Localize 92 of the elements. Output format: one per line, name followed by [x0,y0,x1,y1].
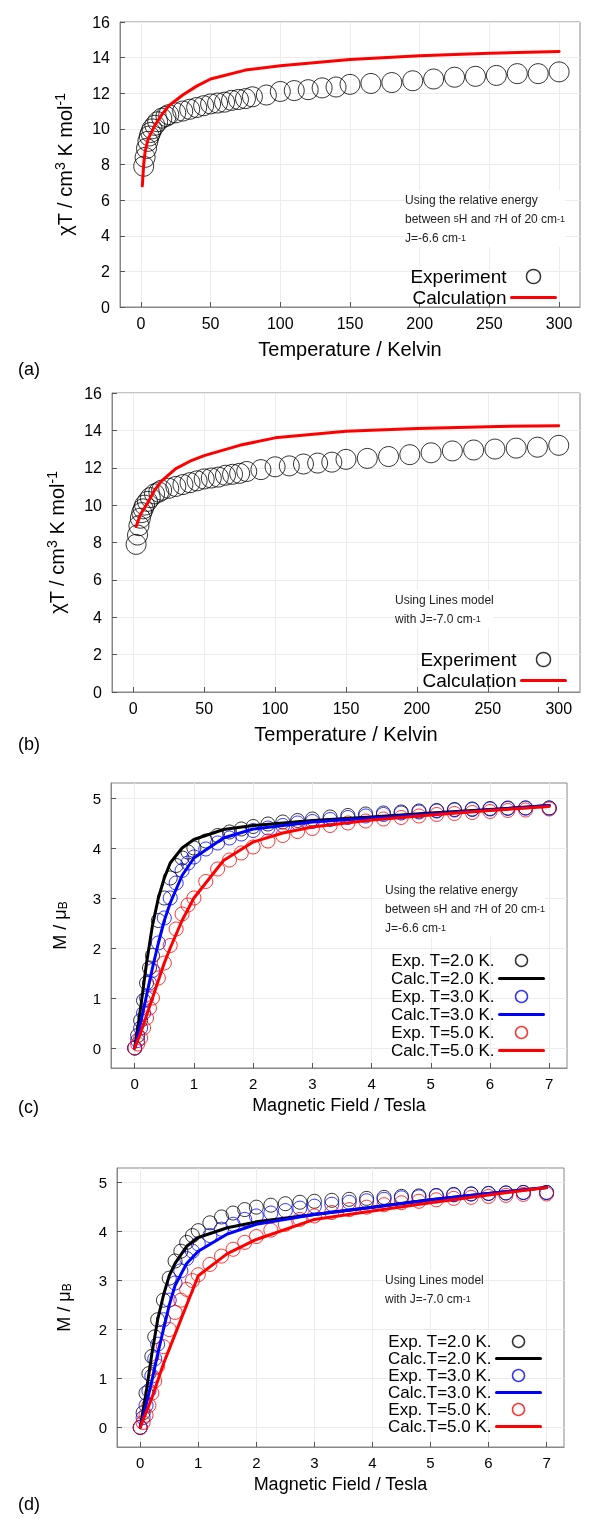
x-tick-label: 250 [474,699,502,717]
legend-label: Exp. T=3.0 K. [391,987,495,1006]
y-tick-label: 16 [92,13,111,31]
y-tick-label: 5 [98,1174,107,1192]
x-tick-label: 3 [308,1075,317,1092]
y-axis-title: χT / cm3 K mol-1 [44,470,68,614]
x-tick-label: 7 [545,1075,554,1092]
legend-label: Calc.T=3.0 K. [391,1005,495,1024]
legend-label: Calc.T=5.0 K. [391,1041,495,1060]
text: (c) [18,1097,39,1117]
x-tick-label: 100 [261,699,289,717]
y-axis-title: M / μB [49,901,70,950]
y-tick-label: 4 [98,1223,107,1241]
legend-label: Calc.T=2.0 K. [388,1349,492,1368]
y-tick-label: 14 [84,421,103,439]
x-axis-title: Magnetic Field / Tesla [252,1095,427,1115]
y-tick-label: 0 [98,1418,107,1436]
y-tick-label: 2 [93,646,103,664]
x-tick-label: 0 [128,699,138,717]
x-tick-label: 5 [426,1075,435,1092]
y-tick-label: 8 [93,534,103,551]
y-tick-label: 4 [101,227,111,245]
y-tick-label: 2 [101,262,111,280]
x-axis-title: Temperature / Kelvin [254,723,438,745]
legend-label: Experiment [410,266,508,287]
y-axis-title: M / μB [53,1283,74,1332]
legend-label: Exp. T=2.0 K. [391,951,495,970]
y-tick-label: 0 [93,683,103,701]
y-tick-label: 1 [98,1369,107,1387]
legend-label: Calculation [422,670,517,691]
annotation: Using Lines model with J=-7.0 cm-1 [394,592,494,626]
y-axis-title: χT / cm3 K mol-1 [52,92,76,236]
y-tick-label: 4 [93,608,103,626]
y-tick-label: 2 [98,1321,107,1339]
x-tick-label: 2 [252,1454,261,1471]
x-tick-label: 6 [484,1454,493,1471]
y-tick-label: 2 [92,939,101,957]
legend-label: Exp. T=3.0 K. [388,1366,492,1385]
x-tick-label: 2 [248,1075,258,1092]
y-tick-label: 0 [101,298,111,316]
legend-label: Calc.T=5.0 K. [388,1417,492,1436]
y-tick-label: 0 [92,1039,101,1057]
x-axis-title: Magnetic Field / Tesla [253,1474,429,1494]
x-tick-label: 5 [426,1454,435,1471]
y-tick-label: 12 [92,84,111,102]
x-tick-label: 7 [542,1454,551,1471]
y-tick-label: 8 [101,156,111,173]
y-tick-label: 10 [84,496,103,514]
y-tick-label: 6 [93,571,103,589]
y-tick-label: 10 [92,120,111,138]
x-tick-label: 200 [406,314,434,332]
y-tick-label: 3 [92,889,101,907]
x-tick-label: 300 [545,314,573,332]
x-tick-label: 6 [485,1075,495,1092]
legend-label: Calc.T=2.0 K. [391,969,495,988]
x-tick-label: 150 [336,314,364,332]
x-tick-label: 150 [332,699,360,717]
x-tick-label: 4 [368,1454,377,1471]
x-tick-label: 1 [189,1075,199,1092]
y-tick-label: 1 [92,989,101,1007]
x-tick-label: 0 [130,1075,139,1092]
text: Using the relative energy between 5H and 7H of 20 cm-1 J=-6.6 cm-1 [405,192,566,245]
x-tick-label: 0 [136,1454,145,1471]
text: (d) [18,1494,40,1514]
legend-label: Exp. T=5.0 K. [388,1400,492,1419]
legend-label: Calc.T=3.0 K. [388,1383,492,1402]
x-tick-label: 1 [194,1454,203,1471]
x-tick-label: 250 [476,314,503,332]
x-tick-label: 50 [195,699,214,717]
x-tick-label: 200 [403,699,431,717]
y-tick-label: 3 [98,1272,107,1290]
x-tick-label: 300 [545,699,573,717]
y-tick-label: 4 [92,839,101,857]
text: (a) [18,359,40,379]
annotation: Using Lines model with J=-7.0 cm-1 [384,1272,484,1306]
y-tick-label: 16 [84,384,103,402]
text: Using the relative energy between 5H and 7H of 20 cm-1 J=-6.6 cm-1 [385,882,546,935]
y-tick-label: 14 [92,49,111,67]
x-tick-label: 100 [266,314,294,332]
legend-label: Exp. T=2.0 K. [388,1332,492,1351]
legend-label: Calculation [412,287,507,308]
text: (b) [18,734,40,754]
x-tick-label: 4 [367,1075,376,1092]
x-axis-title: Temperature / Kelvin [258,338,442,360]
x-tick-label: 0 [136,314,146,332]
y-tick-label: 5 [92,789,101,807]
x-tick-label: 50 [201,314,220,332]
legend-label: Exp. T=5.0 K. [391,1023,495,1042]
x-tick-label: 3 [310,1454,319,1471]
y-tick-label: 6 [101,191,111,209]
legend-label: Experiment [420,649,518,670]
y-tick-label: 12 [84,459,103,477]
